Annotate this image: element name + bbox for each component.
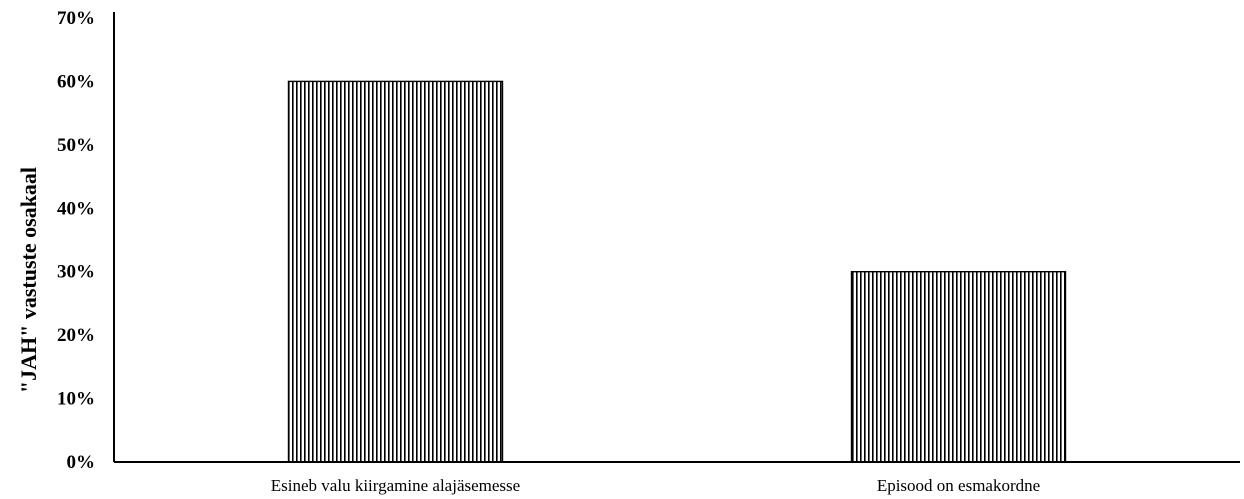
y-tick-label: 70%: [57, 8, 95, 29]
x-category-label: Esineb valu kiirgamine alajäsemesse: [271, 476, 520, 495]
bar-2: [850, 271, 1067, 463]
y-tick-label: 20%: [57, 325, 95, 346]
y-tick-labels: 0% 10% 20% 30% 40% 50% 60% 70%: [57, 8, 95, 473]
y-axis-title: "JAH" vastuste osakaal: [16, 167, 41, 393]
bar-1: [287, 80, 504, 463]
x-category-label: Episood on esmakordne: [877, 476, 1040, 495]
y-tick-label: 60%: [57, 71, 95, 92]
y-tick-label: 10%: [57, 389, 95, 410]
bars-layer: [287, 80, 1067, 463]
axes-layer: [113, 12, 1240, 463]
x-category-labels: Esineb valu kiirgamine alajäsemesse Episo…: [271, 476, 1040, 495]
y-tick-label: 50%: [57, 135, 95, 156]
y-tick-label: 0%: [67, 452, 96, 473]
y-tick-label: 30%: [57, 262, 95, 283]
y-tick-label: 40%: [57, 198, 95, 219]
